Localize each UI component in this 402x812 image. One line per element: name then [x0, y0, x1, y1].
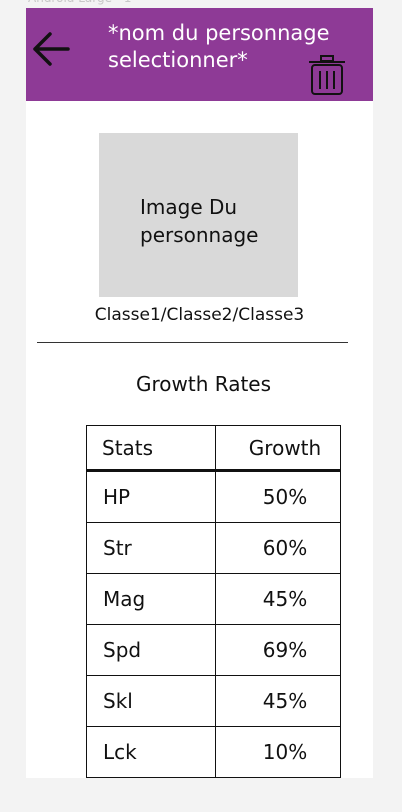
table-cell: Mag: [86, 573, 216, 625]
image-label-line: personnage: [140, 223, 259, 247]
character-title: *nom du personnage selectionner*: [108, 20, 330, 74]
table-cell: 10%: [215, 726, 341, 778]
table-cell: 45%: [215, 675, 341, 727]
title-line: *nom du personnage: [108, 21, 330, 45]
table-cell: 60%: [215, 522, 341, 574]
back-button[interactable]: [30, 30, 72, 68]
table-row: Skl 45%: [86, 675, 341, 727]
table-row: Spd 69%: [86, 624, 341, 676]
image-label-line: Image Du: [140, 195, 238, 219]
classes: Classe1/Classe2/Classe3: [94, 305, 305, 325]
section-title: Growth Rates: [135, 372, 272, 396]
table-cell: HP: [86, 470, 216, 523]
column-header: Stats: [86, 425, 216, 472]
header: *nom du personnage selectionner*: [26, 8, 373, 101]
table-cell: Lck: [86, 726, 216, 778]
table-cell: 50%: [215, 470, 341, 523]
screen: *nom du personnage selectionner* Image D…: [26, 8, 373, 778]
image-placeholder: Image Du personnage: [99, 133, 298, 297]
table-cell: 69%: [215, 624, 341, 676]
growth-table: Stats Growth HP 50% Str 60% Mag 45% Spd 69% Skl 45%…: [86, 425, 341, 778]
table-cell: Spd: [86, 624, 216, 676]
table-row: HP 50%: [86, 470, 341, 523]
column-header: Growth: [215, 425, 341, 472]
table-row: Lck 10%: [86, 726, 341, 778]
delete-button[interactable]: [307, 54, 347, 96]
table-row: Str 60%: [86, 522, 341, 574]
header-row: Stats Growth: [86, 425, 341, 472]
table-cell: 45%: [215, 573, 341, 625]
title-line: selectionner*: [108, 48, 248, 72]
divider: [37, 342, 348, 343]
table-cell: Str: [86, 522, 216, 574]
table-row: Mag 45%: [86, 573, 341, 625]
table-cell: Skl: [86, 675, 216, 727]
image-label: Image Du personnage: [140, 193, 259, 249]
frame-label: Android Large - 1: [28, 0, 132, 5]
